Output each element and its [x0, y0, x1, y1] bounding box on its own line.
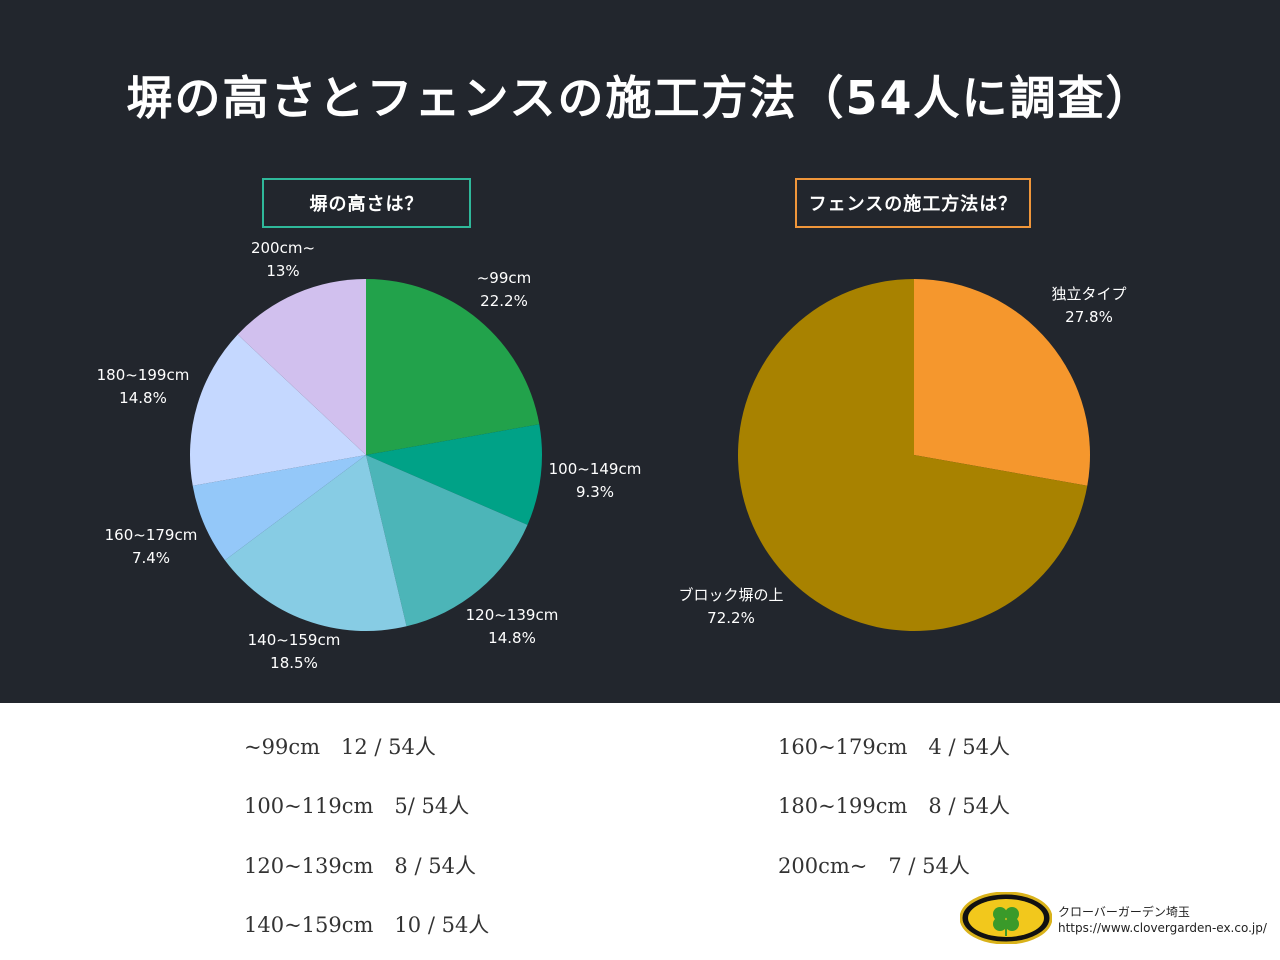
slice-category-label: 120~139cm [466, 606, 559, 624]
fence-method-pie: 独立タイプ 27.8% ブロック塀の上 72.2% [678, 279, 1127, 632]
pie-slice [366, 279, 540, 455]
slice-category-label: 100~149cm [549, 460, 642, 478]
slice-category-label: 140~159cm [248, 631, 341, 649]
chart-title-fence-method: フェンスの施工方法は？ [795, 178, 1031, 228]
slice-category-label: 180~199cm [97, 366, 190, 384]
chart-title-wall-height: 塀の高さは？ [262, 178, 471, 228]
site-name: クローバーガーデン埼玉 [1058, 905, 1190, 919]
stat-row: 100~119cm 5/ 54人 [244, 794, 470, 818]
slice-value-label: 18.5% [270, 654, 318, 672]
slice-value-label: 22.2% [480, 292, 528, 310]
stat-row: 180~199cm 8 / 54人 [778, 794, 1010, 818]
slice-category-label: 160~179cm [105, 526, 198, 544]
stat-row: 140~159cm 10 / 54人 [244, 913, 490, 937]
slice-category-label: ブロック塀の上 [678, 586, 783, 604]
slice-category-label: ~99cm [477, 269, 532, 287]
stat-row: 120~139cm 8 / 54人 [244, 854, 476, 878]
page-title: 塀の高さとフェンスの施工方法（54人に調査） [126, 71, 1154, 125]
pie-slice [192, 455, 366, 561]
pie-slice [738, 279, 1088, 632]
stat-row: ~99cm 12 / 54人 [244, 735, 436, 759]
slice-value-label: 7.4% [132, 549, 170, 567]
stat-row: 160~179cm 4 / 54人 [778, 735, 1010, 759]
slice-value-label: 14.8% [119, 389, 167, 407]
pie-slice [190, 334, 366, 486]
slice-value-label: 14.8% [488, 629, 536, 647]
slice-value-label: 72.2% [707, 609, 755, 627]
slice-value-label: 13% [266, 262, 299, 280]
slice-value-label: 27.8% [1065, 308, 1113, 326]
pie-slice [914, 279, 1090, 486]
pie-slice [224, 455, 407, 631]
dark-panel [0, 0, 1280, 703]
pie-slice [366, 424, 542, 525]
clover-logo [960, 892, 1052, 944]
site-url: https://www.clovergarden-ex.co.jp/ [1058, 921, 1267, 935]
pie-charts: ~99cm 22.2% 100~149cm 9.3% 120~139cm 14.8% 140… [97, 239, 1127, 672]
slice-category-label: 200cm~ [251, 239, 315, 257]
slice-category-label: 独立タイプ [1051, 285, 1126, 303]
pie-slice [366, 455, 528, 627]
wall-height-pie: ~99cm 22.2% 100~149cm 9.3% 120~139cm 14.8% 140… [97, 239, 642, 672]
slice-value-label: 9.3% [576, 483, 614, 501]
pie-slice [237, 279, 366, 455]
stat-row: 200cm~ 7 / 54人 [778, 854, 970, 878]
